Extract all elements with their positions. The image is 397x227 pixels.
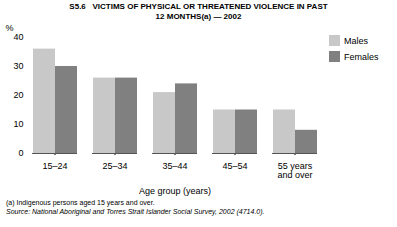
svg-text:Age group (years): Age group (years) xyxy=(139,186,211,196)
svg-text:15–24: 15–24 xyxy=(42,161,67,171)
svg-text:%: % xyxy=(6,23,14,33)
svg-text:30: 30 xyxy=(13,62,23,72)
svg-text:55 yearsand over: 55 yearsand over xyxy=(277,161,312,180)
svg-text:25–34: 25–34 xyxy=(102,161,127,171)
html-text:(a) Indigenous persons aged 15: (a) Indigenous persons aged 15 years and… xyxy=(6,199,155,207)
html-text:Source: National Aboriginal an: Source: National Aboriginal and Torres S… xyxy=(6,207,265,215)
html-text:S5.6 VICTIMS OF PHYSICAL OR TH: S5.6 VICTIMS OF PHYSICAL OR THREATENED V… xyxy=(69,2,328,21)
svg-text:35–44: 35–44 xyxy=(162,161,187,171)
svg-text:40: 40 xyxy=(13,33,23,43)
svg-text:20: 20 xyxy=(13,91,23,101)
html-text:Males: Males xyxy=(344,35,368,46)
html-text:Females: Females xyxy=(344,51,379,62)
svg-text:0: 0 xyxy=(18,149,23,159)
svg-text:45–54: 45–54 xyxy=(222,161,247,171)
svg-text:10: 10 xyxy=(13,120,23,130)
